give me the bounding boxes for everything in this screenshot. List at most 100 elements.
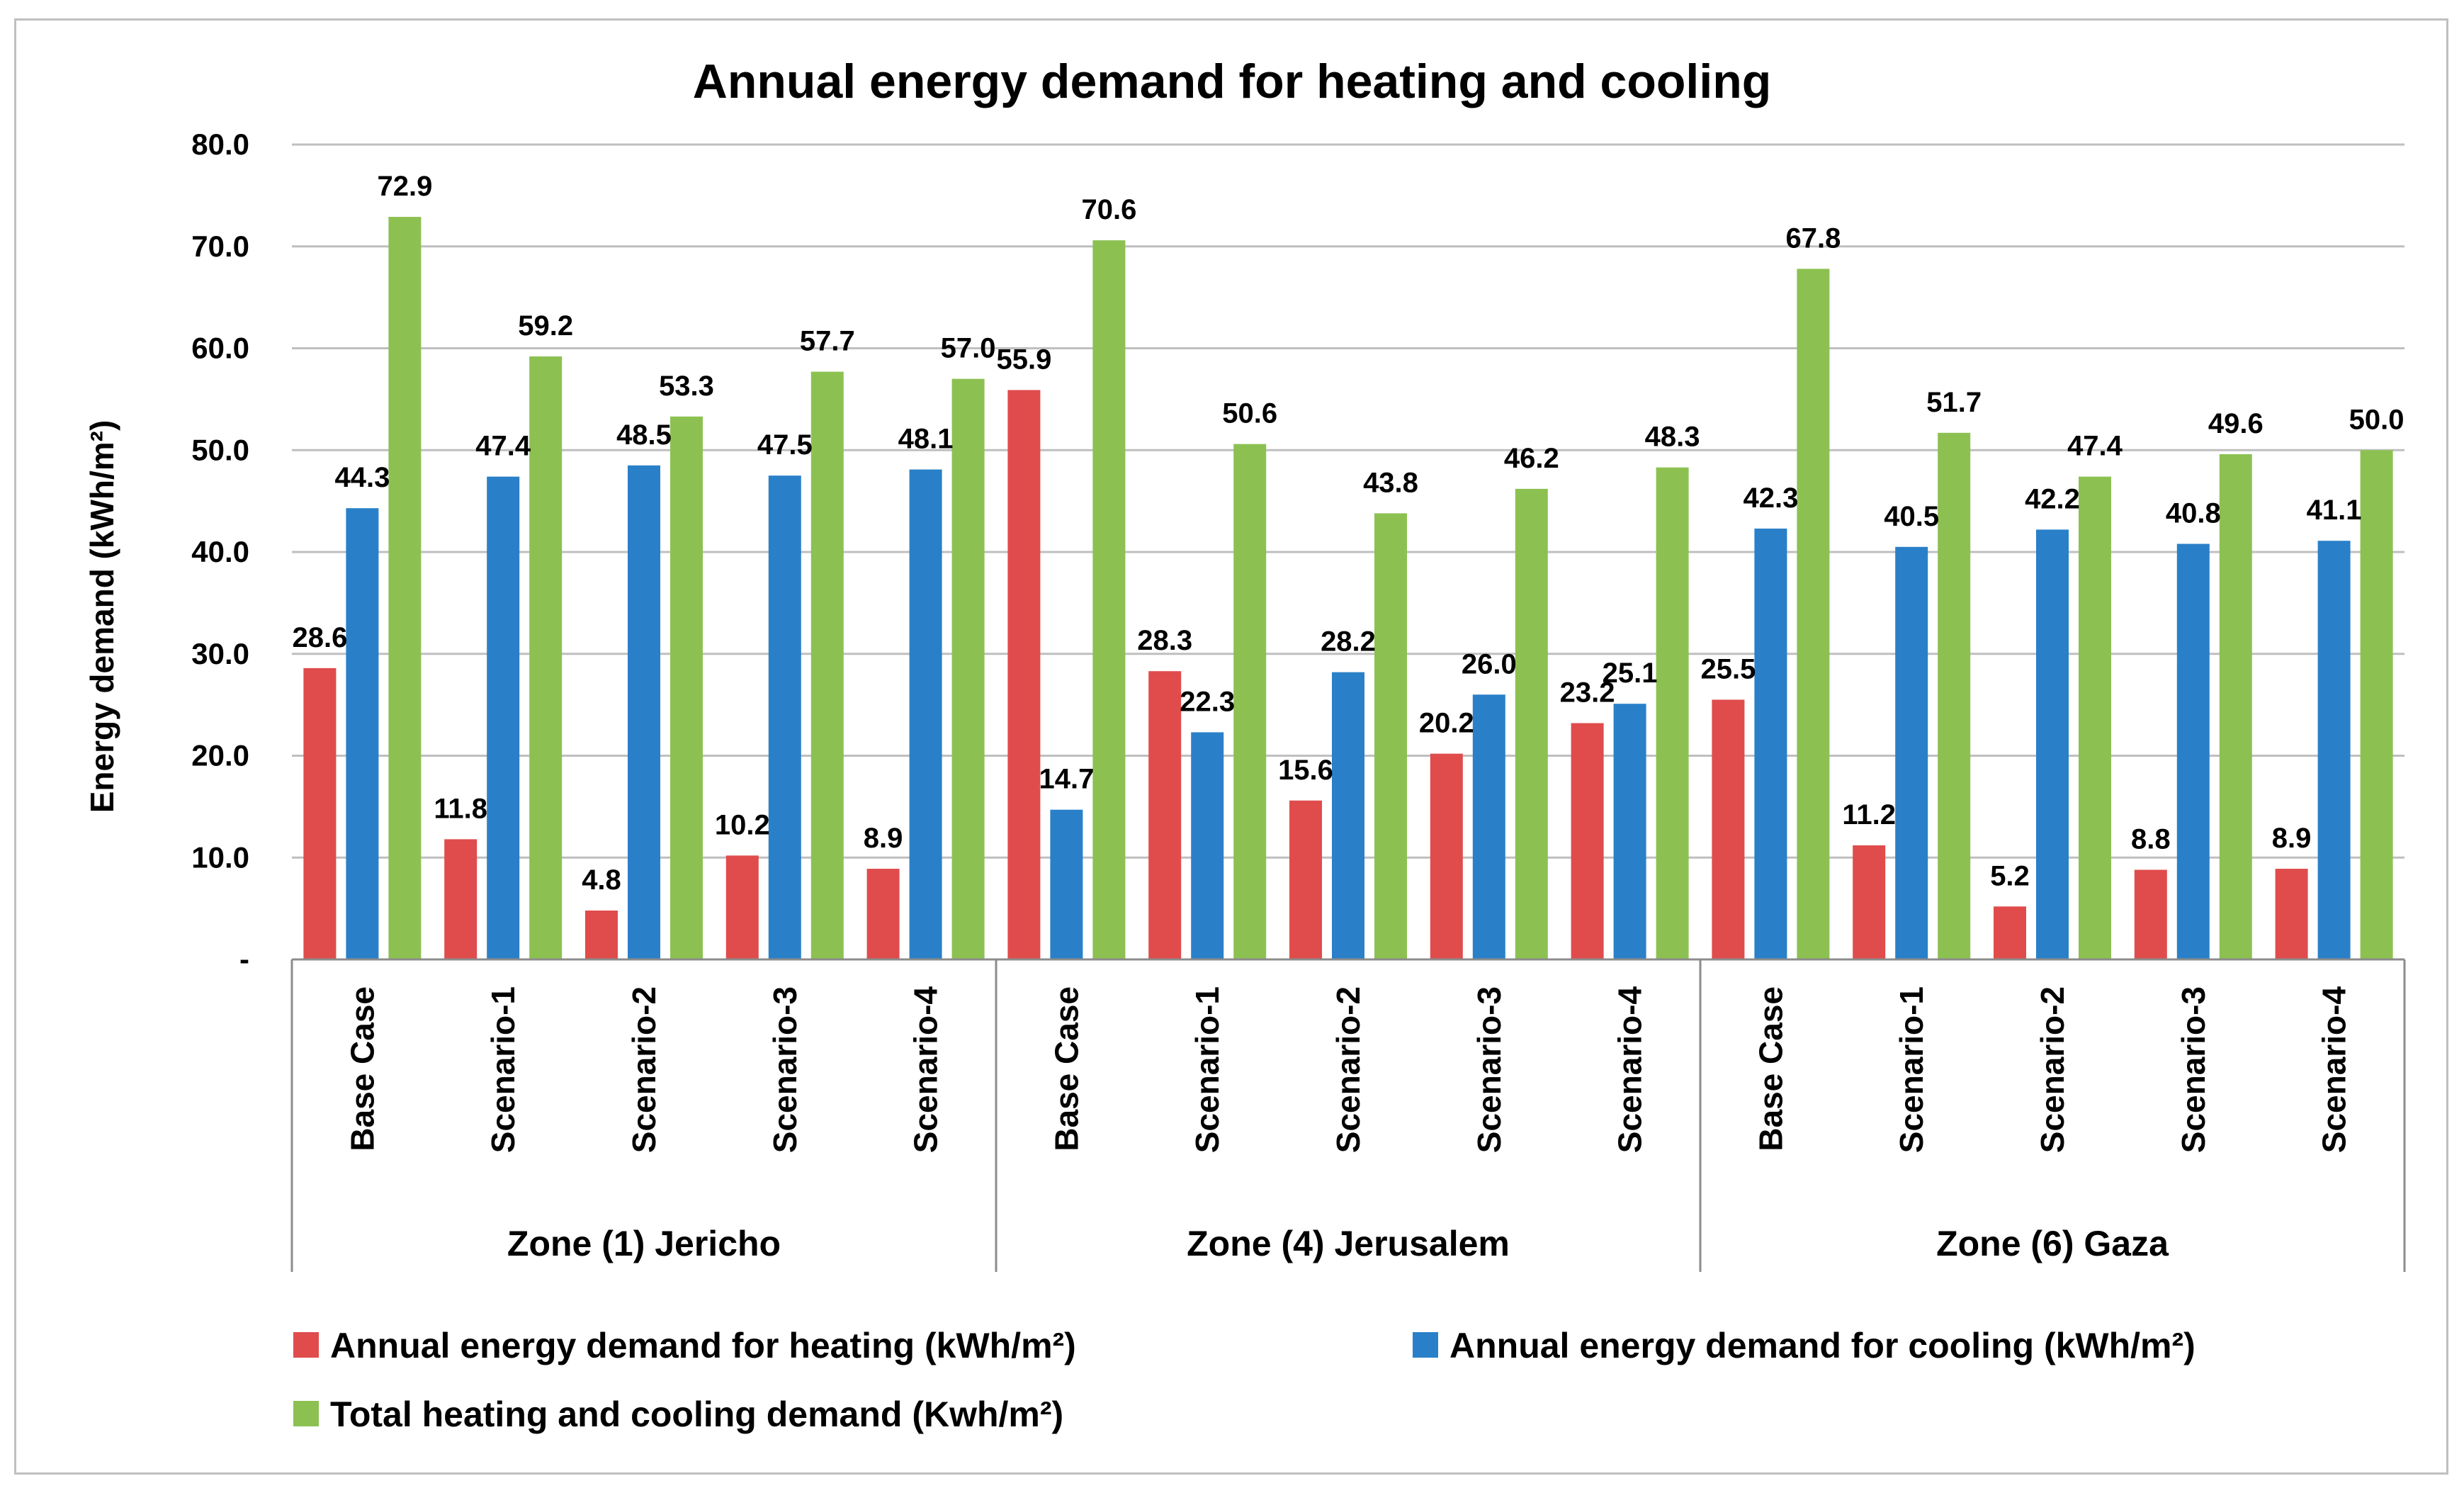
data-label: 47.4 [2067,431,2123,462]
data-label: 5.2 [1990,860,2030,891]
data-label: 47.5 [757,429,813,461]
x-tick-label: Scenario-1 [1189,986,1226,1153]
category-axis: Base Case Scenario-1 Scenario-2 Scenario-3 S… [290,958,2406,1272]
bar [388,217,422,959]
bar [1191,732,1224,959]
data-label: 25.5 [1700,653,1756,684]
y-tick-label: 20.0 [191,739,249,772]
data-label: 8.9 [864,823,903,854]
data-label: 53.3 [659,371,714,402]
bar [1797,269,1830,959]
legend: Annual energy demand for heating (kWh/m²… [293,1326,2195,1434]
y-tick-label: 60.0 [191,332,249,365]
data-label: 10.2 [715,809,770,840]
data-label: 28.6 [292,622,347,653]
bar [866,869,900,959]
data-label: 70.6 [1081,194,1136,225]
x-tick-label: Base Case [344,986,380,1151]
bar [2036,529,2069,959]
bar [529,356,563,959]
x-tick-label: Scenario-2 [1330,986,1367,1153]
bar [2079,476,2111,959]
bar [1092,240,1126,959]
group-label: Zone (4) Jerusalem [1187,1224,1510,1263]
bar [1895,546,1928,959]
data-label: 46.2 [1504,443,1559,474]
group-label: Zone (6) Gaza [1936,1224,2169,1263]
y-axis-label: Energy demand (kWh/m²) [84,420,120,813]
bar [1430,753,1463,959]
data-label: 25.1 [1603,658,1658,689]
data-label: 44.3 [334,462,390,493]
x-tick-label: Scenario-2 [626,986,662,1153]
bar [1656,467,1689,959]
data-label: 28.3 [1137,625,1192,656]
bar [303,667,337,959]
y-tick-label: 80.0 [191,128,249,161]
data-label: 28.2 [1321,626,1376,658]
data-label: 57.0 [941,333,996,364]
data-label: 50.0 [2349,404,2404,435]
data-label: 48.5 [616,419,672,451]
legend-swatch [293,1401,319,1426]
x-tick-label: Scenario-3 [1471,986,1508,1153]
bar [2134,869,2167,959]
legend-label: Annual energy demand for cooling (kWh/m²… [1449,1326,2195,1365]
data-label: 8.8 [2131,824,2171,855]
x-tick-label: Scenario-4 [1612,986,1649,1154]
bar [1233,444,1267,959]
data-labels: 28.611.84.810.2 8.955.928.315.620.223.225… [292,171,2404,896]
bar [1050,809,1083,959]
bar [725,855,759,959]
data-label: 4.8 [582,864,621,896]
x-tick-label: Scenario-1 [485,986,521,1153]
data-label: 42.2 [2025,483,2080,514]
bar [1515,488,1548,959]
bar [2275,869,2308,959]
bar [1289,800,1322,959]
data-label: 48.1 [898,424,954,455]
data-label: 40.8 [2166,498,2221,529]
data-label: 57.7 [800,326,855,357]
data-label: 49.6 [2208,408,2264,439]
data-label: 14.7 [1039,764,1094,795]
bar [2219,454,2252,959]
bar [1712,699,1745,959]
legend-label: Annual energy demand for heating (kWh/m²… [330,1326,1076,1365]
bar [1571,723,1604,959]
data-label: 23.2 [1560,677,1615,709]
bar [2317,541,2351,959]
bar [346,508,379,959]
data-label: 26.0 [1462,648,1517,680]
x-tick-label: Scenario-3 [2175,986,2212,1153]
data-label: 50.6 [1222,398,1277,429]
data-label: 8.9 [2272,823,2312,854]
data-label: 40.5 [1884,501,1939,532]
legend-swatch [293,1332,319,1358]
bar [1938,432,1971,959]
data-label: 11.2 [1842,799,1896,830]
x-tick-label: Base Case [1752,986,1789,1151]
bar [1853,845,1886,959]
bar [585,911,618,959]
bar [2360,450,2393,959]
data-label: 59.2 [518,310,573,342]
x-tick-label: Scenario-1 [1893,986,1930,1153]
x-tick-label: Scenario-3 [767,986,803,1153]
data-label: 47.4 [475,431,531,462]
x-tick-label: Scenario-4 [2316,986,2353,1154]
data-label: 11.8 [434,793,487,824]
bar [951,378,985,959]
data-label: 22.3 [1180,686,1235,717]
data-label: 20.2 [1419,708,1474,739]
legend-label: Total heating and cooling demand (Kwh/m²… [330,1395,1063,1434]
bar [1754,528,1787,959]
y-tick-label: - [239,942,249,976]
y-axis-ticks: - 10.0 20.0 30.0 40.0 50.0 60.0 70.0 80.0 [191,128,249,976]
bar [768,475,801,959]
bar [1994,906,2026,959]
bar [487,476,520,959]
y-tick-label: 50.0 [191,433,249,466]
y-tick-label: 10.0 [191,840,249,874]
data-label: 55.9 [996,344,1051,375]
